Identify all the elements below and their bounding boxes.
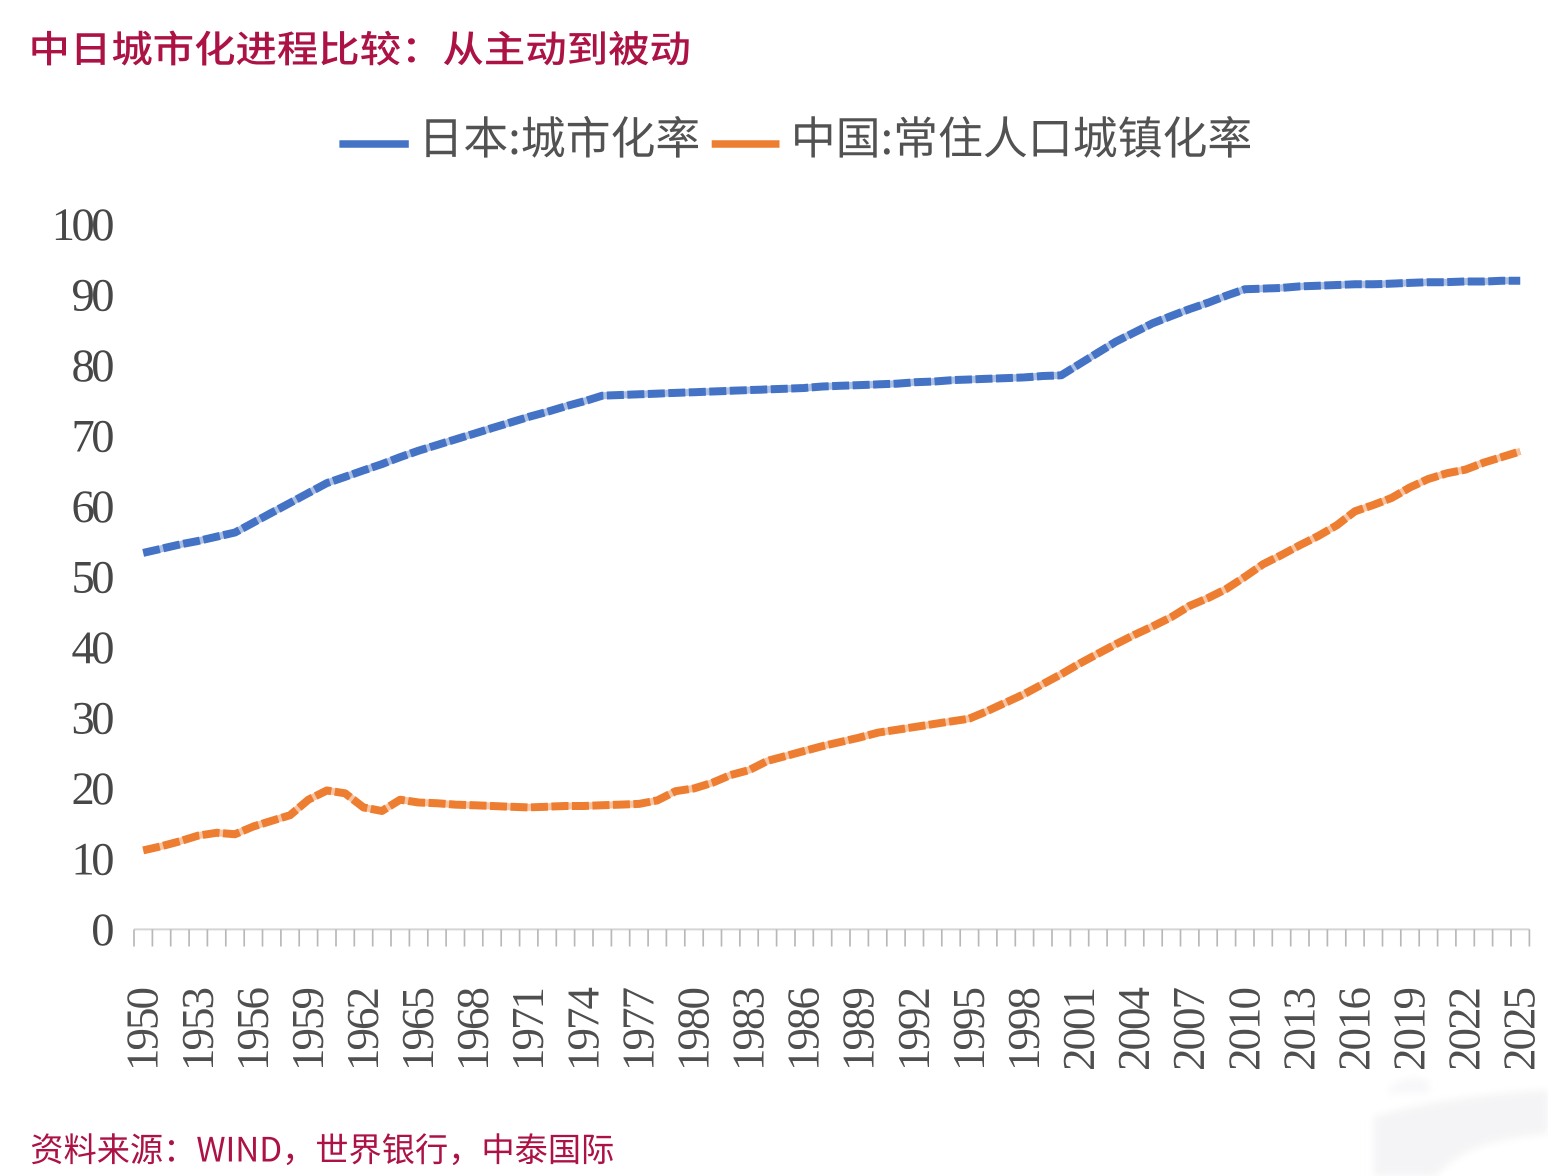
svg-text:1950: 1950 <box>118 989 168 1072</box>
svg-text:80: 80 <box>72 341 114 392</box>
svg-text:1965: 1965 <box>393 989 443 1072</box>
svg-text:1995: 1995 <box>944 989 994 1072</box>
svg-text:1962: 1962 <box>338 989 388 1072</box>
svg-text:2013: 2013 <box>1274 989 1324 1072</box>
svg-text:90: 90 <box>72 270 114 321</box>
svg-text:1956: 1956 <box>228 988 278 1072</box>
svg-text:40: 40 <box>72 623 114 674</box>
svg-text:1959: 1959 <box>283 989 333 1072</box>
svg-text:100: 100 <box>52 200 114 251</box>
svg-text:1971: 1971 <box>503 989 553 1071</box>
svg-text:2007: 2007 <box>1164 988 1214 1072</box>
svg-text:1977: 1977 <box>613 988 663 1072</box>
svg-text:50: 50 <box>72 552 114 603</box>
svg-text:1986: 1986 <box>779 988 829 1072</box>
svg-text:1992: 1992 <box>889 989 939 1072</box>
svg-text:1953: 1953 <box>173 989 223 1072</box>
svg-text:1980: 1980 <box>669 989 719 1072</box>
svg-text:2016: 2016 <box>1329 988 1379 1072</box>
svg-text:2019: 2019 <box>1385 989 1435 1072</box>
svg-text:2010: 2010 <box>1219 989 1269 1072</box>
svg-text:2022: 2022 <box>1440 989 1490 1072</box>
svg-text:2004: 2004 <box>1109 988 1159 1072</box>
svg-text:70: 70 <box>72 411 114 462</box>
svg-text:1974: 1974 <box>558 988 608 1072</box>
svg-text:20: 20 <box>72 764 114 815</box>
svg-text:60: 60 <box>72 482 114 533</box>
svg-text:2025: 2025 <box>1495 989 1545 1072</box>
svg-text:0: 0 <box>91 905 113 956</box>
svg-text:1983: 1983 <box>724 989 774 1072</box>
svg-text:1989: 1989 <box>834 989 884 1072</box>
svg-text:2001: 2001 <box>1054 989 1104 1071</box>
svg-text:1998: 1998 <box>999 989 1049 1072</box>
svg-text:1968: 1968 <box>448 989 498 1072</box>
svg-text:30: 30 <box>72 693 114 744</box>
svg-text:10: 10 <box>72 834 114 885</box>
